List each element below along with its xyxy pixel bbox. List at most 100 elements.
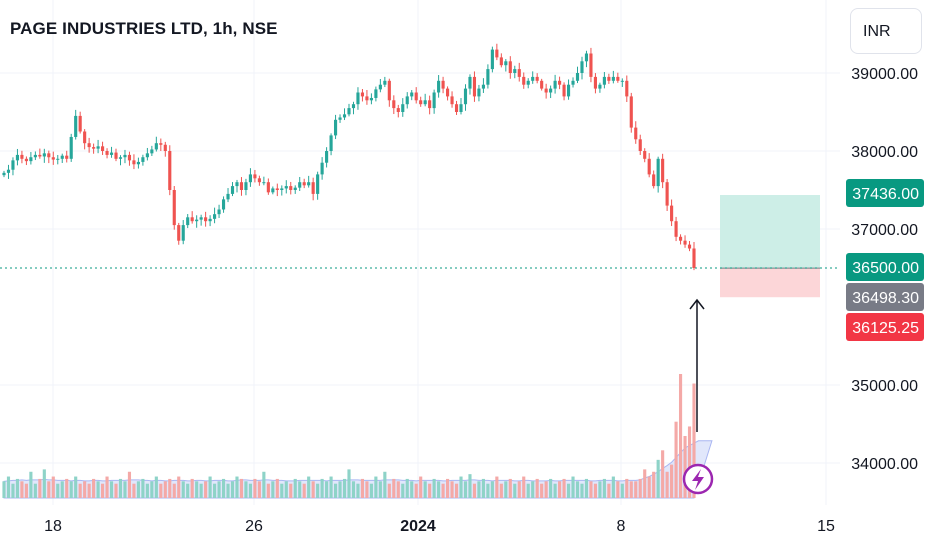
x-axis[interactable]: 18 26 2024 8 15 — [44, 518, 835, 535]
volume-bar — [96, 481, 100, 498]
volume-bar — [607, 483, 611, 498]
candle — [262, 182, 266, 184]
volume-bar — [150, 481, 154, 498]
candle — [2, 172, 6, 176]
volume-bar — [74, 476, 78, 498]
candle — [598, 84, 602, 89]
y-tick-label: 34000.00 — [851, 456, 918, 473]
candle — [441, 80, 445, 89]
x-tick-label: 26 — [245, 518, 263, 535]
candle — [692, 248, 696, 268]
position-zones[interactable] — [720, 194, 820, 298]
candle — [168, 151, 172, 190]
volume-bar — [602, 478, 606, 498]
candle — [508, 61, 512, 73]
flash-icon[interactable] — [682, 463, 714, 495]
candle — [266, 182, 270, 193]
candle — [199, 217, 203, 220]
candle — [593, 76, 597, 89]
candle — [127, 154, 132, 161]
volume-bar — [42, 469, 46, 498]
currency-button[interactable]: INR — [850, 8, 922, 54]
price-labels: 37436.00 36500.00 36498.30 36125.25 — [846, 179, 924, 341]
candle — [423, 100, 427, 105]
stop-zone[interactable] — [720, 268, 820, 298]
volume-bar — [374, 476, 378, 498]
arrow-head[interactable] — [689, 298, 705, 310]
volume-bar — [271, 481, 275, 498]
candle — [428, 100, 432, 109]
volume-bar — [316, 483, 320, 498]
candle — [571, 80, 575, 85]
candle — [665, 182, 669, 206]
candle — [499, 57, 503, 66]
volume-bar — [544, 481, 548, 498]
candle — [620, 80, 624, 82]
candle — [396, 108, 400, 112]
volume-bar — [92, 478, 96, 498]
candle — [248, 174, 252, 183]
candle — [24, 158, 28, 162]
volume-bar — [629, 481, 633, 498]
volume-bar — [15, 478, 20, 498]
volume-bar — [522, 476, 526, 498]
candle — [674, 221, 678, 237]
candle — [141, 157, 145, 162]
flash-icon-bolt[interactable] — [692, 469, 704, 490]
volume-bar — [566, 483, 571, 498]
candle — [101, 146, 105, 151]
candle — [293, 187, 297, 190]
volume-bar — [410, 481, 414, 498]
volume-bar — [199, 483, 203, 498]
candle — [374, 89, 378, 98]
volume-bar — [643, 469, 647, 498]
candle — [584, 53, 589, 62]
volume-bar — [195, 481, 199, 498]
volume-bar — [593, 483, 597, 498]
candle — [558, 80, 562, 85]
y-tick-label: 38000.00 — [851, 144, 918, 161]
volume-bar — [186, 483, 190, 498]
volume-bar — [2, 481, 6, 498]
target-zone[interactable] — [720, 194, 820, 269]
price-badge-target — [846, 179, 924, 207]
volume-bar — [280, 483, 284, 498]
volume-bar — [441, 483, 445, 498]
candle — [208, 218, 212, 222]
candle — [60, 155, 64, 159]
candle — [69, 136, 73, 159]
volume-bar — [33, 483, 37, 498]
volume-bar — [531, 481, 535, 498]
candle — [589, 53, 593, 77]
candle — [535, 76, 539, 81]
candle — [517, 69, 521, 77]
candle — [410, 92, 414, 97]
volume-bar — [168, 478, 172, 498]
volume-bar — [56, 483, 60, 498]
candle — [195, 219, 199, 222]
volume-bar — [428, 483, 432, 498]
candle — [154, 143, 158, 150]
candle — [656, 158, 660, 187]
volume-bar — [132, 483, 136, 498]
volume-bar — [661, 450, 665, 498]
volume-bar — [333, 483, 338, 498]
candle — [123, 154, 127, 158]
volume-bar — [83, 481, 87, 498]
candle — [634, 127, 638, 140]
volume-bar — [351, 481, 356, 498]
annotation-arrow[interactable] — [689, 298, 705, 432]
candle — [468, 76, 472, 89]
y-axis[interactable]: 39000.00 38000.00 37000.00 35000.00 34000.00 — [851, 66, 918, 473]
volume-bar — [51, 476, 55, 498]
volume-bar — [342, 478, 347, 498]
volume-bar — [338, 481, 342, 498]
grid — [0, 0, 840, 505]
candle — [522, 76, 526, 85]
volume-bar — [499, 483, 503, 498]
volume-bar — [437, 481, 441, 498]
volume-bar — [553, 483, 557, 498]
volume-bar — [78, 483, 82, 498]
volume-bar — [302, 483, 306, 498]
